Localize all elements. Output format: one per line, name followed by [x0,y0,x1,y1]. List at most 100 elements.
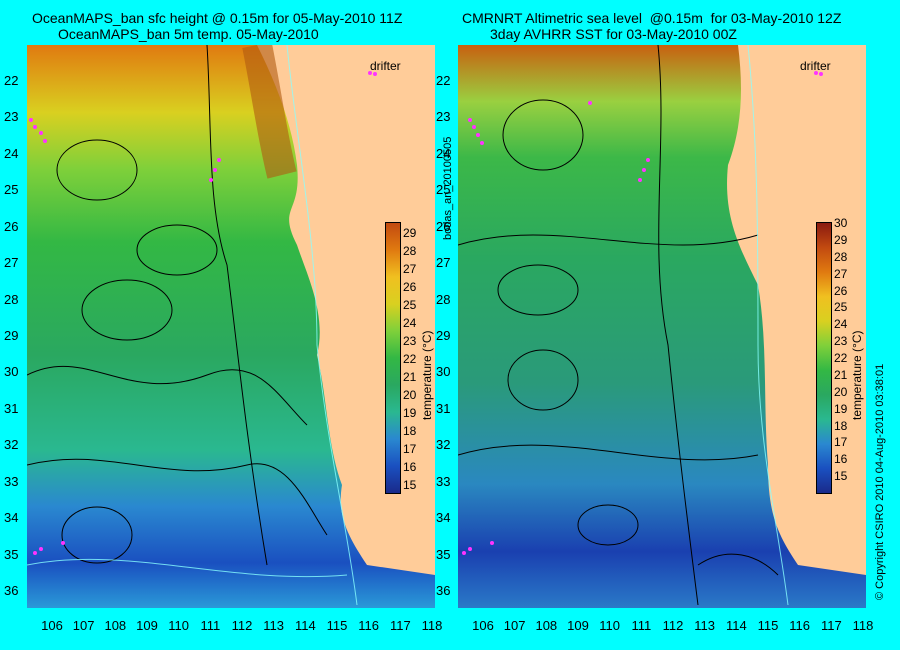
latitude-tick: 34 [4,510,19,526]
latitude-tick: 33 [436,473,451,489]
longitude-tick: 109 [136,618,158,633]
colorbar-tick: 22 [403,352,417,366]
latitude-tick: 30 [4,364,19,380]
latitude-tick: 27 [4,255,19,271]
colorbar-tick: 28 [403,244,417,258]
colorbar-tick: 26 [834,283,848,298]
colorbar-tick: 29 [403,226,417,240]
longitude-tick: 116 [789,618,811,633]
latitude-tick: 30 [436,364,451,380]
colorbar-tick: 19 [403,406,417,420]
longitude-tick: 112 [231,618,253,633]
colorbar-tick: 28 [834,249,848,264]
left-colorbar [385,222,401,494]
colorbar-tick: 18 [834,418,848,433]
colorbar-tick: 21 [403,370,417,384]
latitude-tick: 26 [436,218,451,234]
longitude-tick: 106 [472,618,494,633]
left-map-panel [27,45,435,608]
latitude-tick: 31 [436,400,451,416]
latitude-tick: 28 [4,291,19,307]
latitude-tick: 35 [4,546,19,562]
latitude-tick: 31 [4,400,19,416]
latitude-tick: 34 [436,510,451,526]
latitude-tick: 22 [436,73,451,88]
right-title-line2: 3day AVHRR SST for 03-May-2010 00Z [490,26,737,42]
right-colorbar [816,222,832,494]
colorbar-tick: 20 [834,384,848,399]
longitude-tick: 118 [421,618,443,633]
colorbar-tick: 27 [834,266,848,281]
longitude-tick: 113 [694,618,716,633]
longitude-tick: 106 [41,618,63,633]
latitude-tick: 32 [436,437,451,453]
longitude-tick: 115 [757,618,779,633]
right-colorbar-label: temperature (°C) [850,330,864,421]
latitude-tick: 28 [436,291,451,307]
colorbar-tick: 16 [834,452,848,467]
longitude-tick: 114 [294,618,316,633]
right-map-panel [458,45,866,608]
contours [27,45,328,566]
latitude-tick: 35 [436,546,451,562]
colorbar-tick: 24 [834,317,848,332]
copyright-label: © Copyright CSIRO 2010 04-Aug-2010 03:38… [874,363,886,600]
colorbar-tick: 23 [403,334,417,348]
latitude-tick: 33 [4,473,19,489]
contours [458,45,779,606]
left-title-line1: OceanMAPS_ban sfc height @ 0.15m for 05-… [32,10,403,26]
longitude-tick: 115 [326,618,348,633]
latitude-tick: 26 [4,218,19,234]
longitude-tick: 108 [535,618,558,633]
colorbar-tick: 16 [403,460,417,474]
longitude-tick: 111 [200,618,221,633]
colorbar-tick: 24 [403,316,417,330]
colorbar-tick: 26 [403,280,417,294]
longitude-tick: 107 [72,618,95,633]
longitude-tick: 109 [567,618,589,633]
latitude-tick: 36 [4,583,19,598]
center-vertical-label: bodas_an_20100505 [442,136,454,240]
colorbar-tick: 15 [403,478,417,492]
latitude-tick: 25 [436,182,451,198]
colorbar-tick: 27 [403,262,417,276]
left-colorbar-label: temperature (°C) [420,330,434,421]
colorbar-tick: 30 [834,216,848,230]
colorbar-tick: 23 [834,334,848,349]
longitude-tick: 114 [725,618,747,633]
latitude-tick: 29 [436,328,451,343]
colorbar-tick: 21 [834,367,848,382]
latitude-tick: 29 [4,328,19,343]
colorbar-tick: 25 [403,298,417,312]
colorbar-tick: 17 [403,442,417,456]
left-title-line2: OceanMAPS_ban 5m temp. 05-May-2010 [58,26,319,42]
longitude-tick: 112 [662,618,684,633]
latitude-tick: 23 [436,109,451,125]
longitude-tick: 118 [852,618,874,633]
longitude-tick: 117 [389,618,411,633]
longitude-tick: 111 [631,618,652,633]
drifter-markers [29,71,377,555]
colorbar-tick: 29 [834,232,848,247]
latitude-tick: 24 [4,145,19,161]
right-title-line1: CMRNRT Altimetric sea level @0.15m for 0… [462,10,842,26]
colorbar-tick: 25 [834,300,848,315]
latitude-tick: 24 [436,145,451,161]
latitude-tick: 22 [4,73,19,88]
longitude-tick: 108 [104,618,127,633]
latitude-tick: 27 [436,255,451,271]
colorbar-tick: 15 [834,469,848,484]
drifter-markers [462,71,823,555]
colorbar-tick: 18 [403,424,417,438]
longitude-tick: 113 [263,618,285,633]
longitude-tick: 107 [503,618,526,633]
colorbar-tick: 20 [403,388,417,402]
latitude-tick: 23 [4,109,19,125]
colorbar-tick: 17 [834,435,848,450]
longitude-tick: 117 [820,618,842,633]
latitude-tick: 32 [4,437,19,453]
left-drifter-label: drifter [370,59,401,73]
latitude-tick: 25 [4,182,19,198]
longitude-tick: 110 [599,618,621,633]
latitude-tick: 36 [436,583,451,598]
